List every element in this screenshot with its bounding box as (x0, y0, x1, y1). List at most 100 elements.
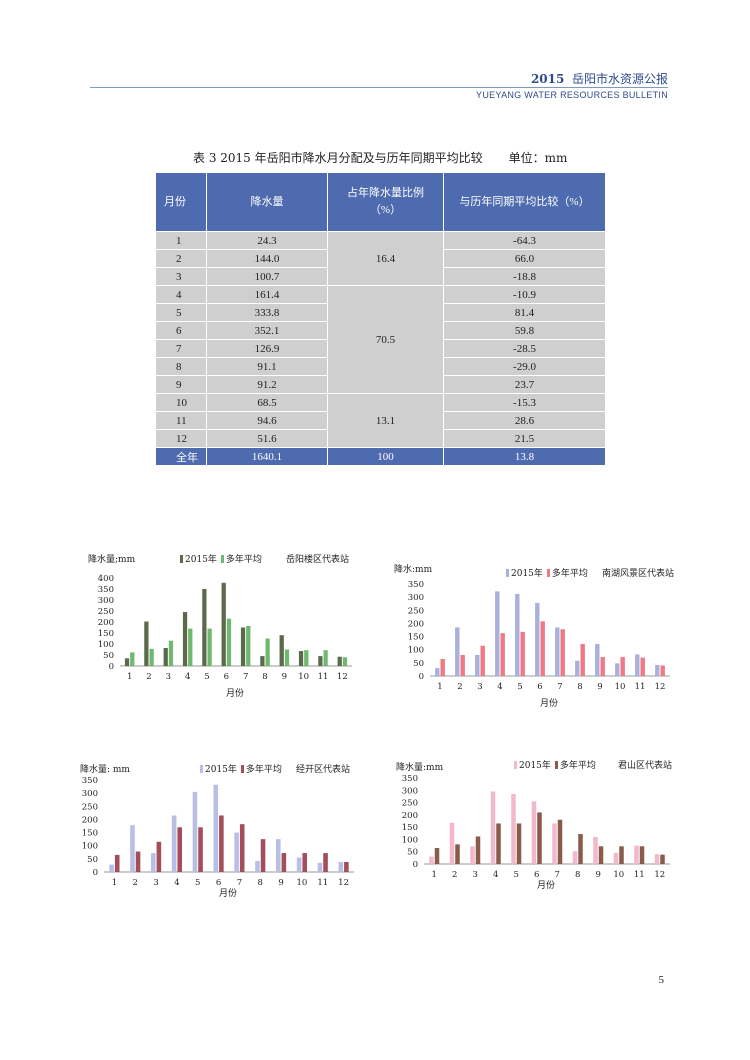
cell-month: 11 (155, 411, 207, 430)
th-month: 月份 (155, 172, 207, 232)
bar-average (578, 834, 583, 864)
x-tick-label: 12 (654, 870, 665, 880)
x-tick-label: 1 (432, 870, 437, 880)
bar-2015 (221, 582, 226, 666)
bar-average (434, 848, 440, 864)
x-tick-label: 10 (297, 878, 308, 888)
bar-average (460, 654, 465, 676)
bar-2015 (455, 627, 460, 676)
bar-2015 (449, 822, 455, 864)
chart-junshan: 降水量:mm 2015年 多年平均 君山区代表站 0 50 100 150 200 250 300 3… (390, 756, 690, 906)
x-tick-label: 3 (477, 682, 482, 692)
cell-month: 1 (155, 231, 207, 250)
legend-entry: 多年平均 (559, 761, 596, 771)
bar-2015 (182, 612, 188, 666)
x-tick-label: 3 (166, 672, 171, 682)
cell-rain: 91.2 (206, 375, 328, 394)
y-tick-label: 300 (402, 786, 418, 796)
table-total-row: 全年 1640.1 100 13.8 (155, 447, 606, 466)
bar-2015 (109, 864, 114, 872)
bar-average (284, 649, 290, 666)
cell-rain: 126.9 (206, 339, 328, 358)
chart-jingkai: 降水量: mm 2015年 多年平均 经开区代表站 0 50 100 150 200 250 300… (78, 758, 378, 908)
y-tick-label: 200 (82, 815, 98, 825)
x-tick-label: 12 (337, 672, 348, 682)
rainfall-table: 月份 降水量 占年降水量比例（%） 与历年同期平均比较（%） 1 24.3 16.4… (155, 172, 606, 466)
table-body: 1 24.3 16.4 -64.3 2 144.0 66.0 3 100.7 -18.8 4 161.… (155, 231, 606, 466)
bar-2015 (337, 656, 342, 666)
x-tick-label: 9 (596, 870, 601, 880)
bar-2015 (202, 589, 207, 666)
table-unit: 单位：mm (508, 151, 568, 165)
bar-2015 (260, 656, 265, 666)
bar-average (560, 629, 565, 676)
cell-rain: 352.1 (206, 321, 328, 340)
bar-average (455, 844, 460, 864)
cell-rain: 51.6 (206, 429, 328, 448)
cell-compare: -10.9 (443, 285, 606, 304)
x-tick-label: 3 (153, 878, 158, 888)
bar-2015 (296, 857, 302, 872)
y-tick-label: 250 (408, 606, 424, 616)
table-row: 11 94.6 28.6 (155, 411, 606, 430)
bar-average (135, 851, 141, 872)
th-rain: 降水量 (206, 172, 328, 232)
x-tick-label: 4 (497, 682, 502, 692)
chart-nanhu: 降水:mm 2015年 多年平均 南湖风景区代表站 0 50 100 150 200 250 300… (390, 558, 690, 718)
th-cmp: 与历年同期平均比较（%） (443, 172, 606, 232)
cell-rain: 144.0 (206, 249, 328, 268)
bar-average (304, 650, 309, 666)
bar-2015 (654, 854, 660, 864)
cell-season-pct: 16.4 (327, 231, 444, 286)
bar-2015 (495, 591, 500, 676)
y-tick-label: 200 (408, 619, 424, 629)
cell-rain: 333.8 (206, 303, 328, 322)
bar-average (619, 846, 624, 864)
x-tick-label: 5 (204, 672, 209, 682)
x-tick-label: 4 (493, 870, 498, 880)
x-tick-label: 6 (216, 878, 221, 888)
bar-2015 (318, 656, 323, 666)
bar-average (342, 657, 348, 666)
cell-compare: 23.7 (443, 375, 606, 394)
bar-average (520, 631, 525, 676)
cell-month: 10 (155, 393, 207, 412)
bar-average (480, 645, 485, 676)
table-row: 3 100.7 -18.8 (155, 267, 606, 286)
cell-compare: 59.8 (443, 321, 606, 340)
x-tick-label: 5 (514, 870, 519, 880)
chart-title: 经开区代表站 (296, 765, 351, 775)
bar-average (640, 657, 645, 676)
bar-average (168, 640, 174, 666)
x-tick-label: 9 (597, 682, 602, 692)
x-tick-label: 4 (185, 672, 190, 682)
legend-entry: 2015年 (511, 569, 543, 579)
bar-2015 (572, 851, 578, 864)
bar-average (114, 854, 120, 872)
bar-2015 (240, 627, 246, 666)
x-tick-label: 9 (278, 878, 283, 888)
y-tick-label: 50 (413, 659, 424, 669)
legend-entry: 2015年 (185, 555, 217, 565)
bar-2015 (575, 660, 580, 676)
cell-rain: 100.7 (206, 267, 328, 286)
x-tick-label: 8 (577, 682, 582, 692)
x-tick-label: 2 (457, 682, 462, 692)
bar-average (156, 841, 162, 872)
y-tick-label: 200 (98, 618, 114, 628)
cell-compare: 28.6 (443, 411, 606, 430)
bar-2015 (234, 832, 239, 872)
chart-title: 君山区代表站 (618, 761, 673, 771)
x-tick-label: 8 (262, 672, 267, 682)
cell-total-rain: 1640.1 (206, 447, 328, 466)
bar-2015 (593, 836, 598, 864)
x-tick-label: 6 (537, 682, 542, 692)
bar-average (516, 823, 522, 864)
bar-2015 (535, 602, 540, 676)
bar-2015 (338, 862, 344, 872)
cell-compare: 66.0 (443, 249, 606, 268)
x-tick-label: 11 (318, 672, 329, 682)
bar-average (265, 638, 270, 666)
y-tick-label: 350 (82, 776, 98, 786)
